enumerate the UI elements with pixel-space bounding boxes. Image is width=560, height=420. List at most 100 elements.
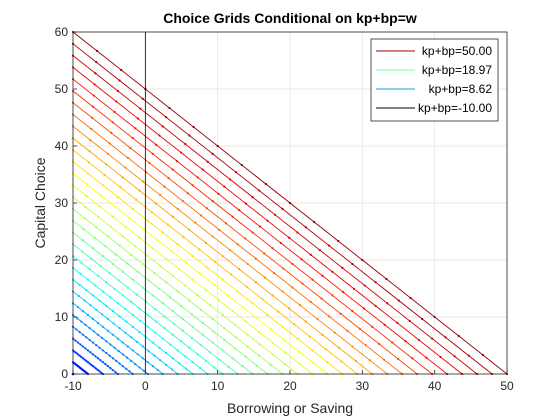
choice-point: [146, 254, 149, 258]
choice-point: [316, 317, 319, 321]
choice-point: [209, 351, 212, 354]
choice-point: [154, 308, 157, 311]
choice-point: [135, 198, 138, 201]
choice-point: [81, 357, 85, 360]
choice-point: [96, 215, 100, 218]
choice-point: [128, 370, 131, 373]
choice-point: [229, 249, 232, 252]
choice-point: [409, 296, 412, 300]
choice-point: [117, 349, 120, 353]
choice-point: [106, 329, 110, 332]
choice-point: [191, 254, 194, 258]
choice-point: [198, 248, 201, 251]
choice-point: [206, 160, 209, 163]
choice-point: [148, 161, 151, 165]
choice-point: [141, 345, 144, 348]
choice-point: [194, 221, 197, 224]
choice-point: [115, 253, 118, 256]
choice-point: [421, 317, 424, 321]
choice-point: [223, 327, 226, 330]
choice-point: [151, 365, 154, 368]
choice-point: [115, 100, 118, 103]
choice-point: [209, 304, 212, 307]
choice-point: [103, 173, 106, 176]
choice-point: [171, 333, 174, 336]
choice-point: [109, 343, 112, 346]
choice-point: [171, 274, 174, 277]
choice-point: [131, 313, 134, 317]
choice-point: [121, 294, 124, 297]
choice-point: [121, 365, 124, 368]
choice-point: [255, 317, 258, 320]
choice-point: [444, 336, 447, 339]
choice-point: [165, 363, 168, 366]
choice-point: [234, 336, 238, 339]
choice-point: [108, 272, 111, 275]
choice-point: [481, 353, 484, 357]
choice-point: [293, 323, 296, 326]
choice-point: [101, 349, 105, 352]
choice-point: [106, 365, 110, 368]
choice-point: [118, 327, 121, 330]
choice-point: [138, 189, 141, 192]
choice-point: [95, 226, 98, 229]
choice-point: [340, 360, 343, 363]
choice-point: [139, 107, 142, 110]
choice-point: [109, 367, 112, 370]
choice-point: [169, 296, 172, 299]
choice-point: [170, 368, 174, 371]
choice-point: [156, 239, 159, 242]
choice-point: [138, 330, 141, 334]
choice-point: [116, 302, 119, 305]
choice-point: [298, 350, 301, 353]
choice-point: [246, 333, 249, 336]
choice-point: [116, 89, 119, 93]
choice-point: [96, 49, 99, 53]
choice-point: [258, 330, 261, 334]
choice-point: [130, 359, 133, 362]
choice-point: [91, 116, 94, 119]
choice-point: [91, 294, 95, 297]
choice-point: [311, 278, 314, 281]
choice-point: [217, 192, 220, 195]
choice-point: [271, 294, 274, 297]
choice-point: [161, 125, 164, 128]
choice-point: [139, 319, 142, 323]
choice-point: [91, 353, 95, 356]
choice-point: [96, 357, 100, 360]
choice-point: [191, 184, 194, 187]
choice-point: [101, 184, 105, 187]
choice-point: [116, 196, 119, 199]
choice-point: [244, 202, 248, 205]
choice-point: [346, 329, 349, 332]
choice-point: [457, 334, 460, 338]
choice-point: [83, 358, 86, 361]
choice-point: [179, 340, 183, 343]
choice-point: [80, 355, 83, 359]
choice-point: [105, 163, 108, 166]
choice-point: [337, 239, 340, 243]
choice-point: [288, 307, 291, 310]
choice-point: [221, 313, 224, 317]
x-tick-label: 0: [142, 379, 149, 393]
choice-point: [266, 219, 269, 222]
choice-point: [86, 349, 90, 352]
choice-point: [301, 282, 304, 285]
choice-point: [125, 356, 129, 359]
choice-point: [153, 354, 156, 357]
choice-point: [117, 279, 120, 282]
choice-point: [269, 363, 272, 366]
choice-point: [161, 302, 164, 305]
choice-point: [171, 310, 174, 313]
choice-point: [411, 357, 414, 360]
choice-point: [106, 235, 110, 238]
choice-point: [206, 266, 209, 269]
choice-point: [308, 335, 312, 338]
choice-point: [78, 283, 81, 286]
choice-point: [223, 185, 226, 188]
choice-point: [304, 226, 307, 229]
choice-point: [118, 362, 121, 365]
choice-point: [80, 261, 83, 264]
choice-point: [341, 266, 344, 269]
choice-point: [218, 299, 221, 302]
